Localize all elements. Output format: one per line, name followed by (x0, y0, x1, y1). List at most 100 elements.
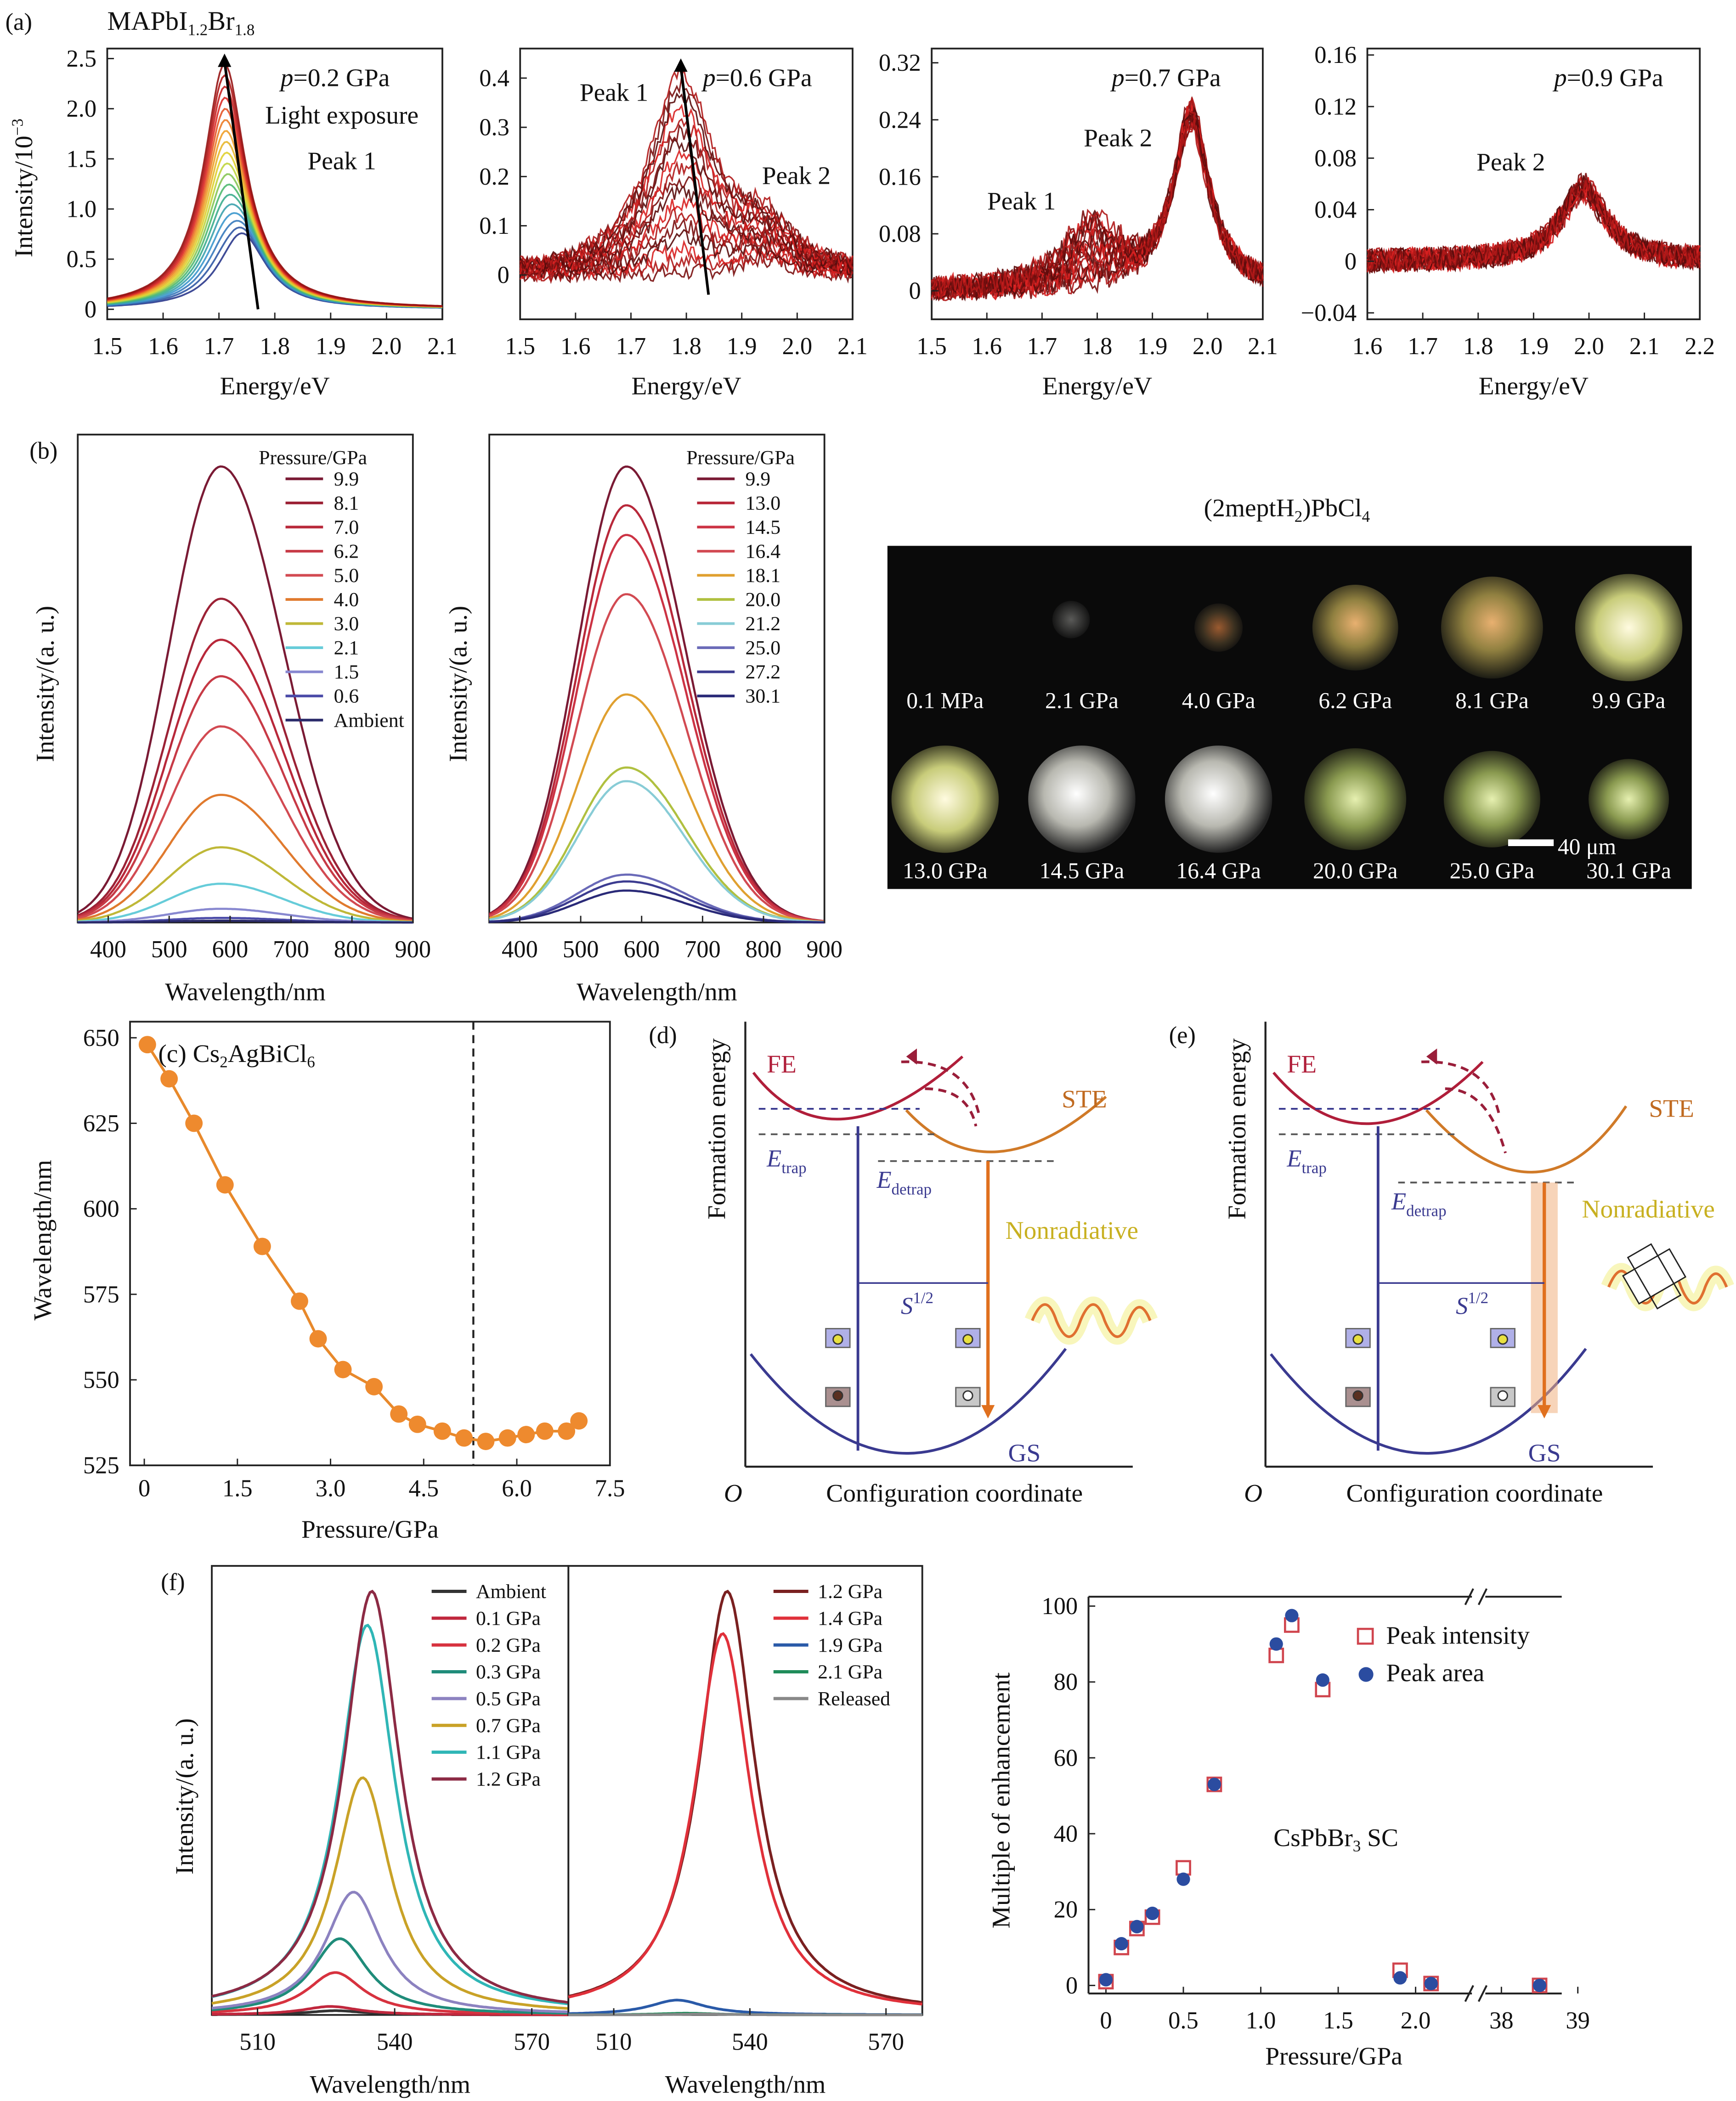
micrograph-label: 13.0 GPa (903, 858, 988, 883)
panel-b-series-0-3 (77, 675, 413, 921)
diagram-trap-arrow (925, 1087, 978, 1127)
diagram-nonradiative-label: Nonradiative (1006, 1216, 1138, 1244)
panel-a-spectrum-1-9 (520, 160, 854, 276)
panel-a-ytick-label: 0 (1345, 248, 1357, 275)
axis-break-mark (1477, 1985, 1488, 2002)
panel-c-point (558, 1422, 576, 1440)
panel-b-series-1-9 (489, 889, 825, 924)
panel-b-legend-label: 6.2 (334, 541, 359, 563)
panel-f-frame-0 (211, 1565, 570, 2016)
panel-f-legend-label: Released (818, 1688, 890, 1710)
micrograph-label: 0.1 MPa (906, 688, 984, 713)
peak-area-point (1114, 1937, 1128, 1951)
panel-f-series-1-2 (568, 1999, 922, 2016)
panel-a-xtick-label: 1.8 (1463, 333, 1493, 360)
panel-f-legend-label: 0.7 GPa (476, 1715, 541, 1737)
panel-f-series-0-5 (211, 1776, 569, 2010)
panel-a-xtick-label: 1.8 (1082, 333, 1113, 360)
panel-a-ytick-label: 0.5 (66, 246, 96, 273)
legend-marker-peak-area (1358, 1667, 1374, 1682)
panel-a-xtick-label: 1.6 (148, 333, 178, 360)
panel-b-series-0-2 (77, 638, 413, 921)
panel-b-legend-label: 20.0 (745, 589, 780, 611)
panel-f-legend-label: 1.4 GPa (818, 1607, 882, 1629)
panel-f-frame-1 (567, 1565, 923, 2016)
panel-a-annotation: Peak 1 (987, 187, 1056, 215)
panel-a-xtick-label: 2.0 (1193, 333, 1223, 360)
panel-f-series-0-4 (211, 1891, 569, 2013)
panel-b-legend-label: 8.1 (334, 492, 359, 514)
panel-c-point (517, 1426, 535, 1444)
panel-f-xtick-label: 510 (596, 2028, 632, 2055)
micrograph-label: 8.1 GPa (1455, 688, 1529, 713)
enhancement-title: CsPbBr3 SC (1273, 1824, 1398, 1855)
enhancement-xtick-label: 0.5 (1168, 2007, 1199, 2034)
enhancement-ytick-label: 60 (1054, 1745, 1078, 1771)
enhancement-xtick-label: 2.0 (1401, 2007, 1431, 2034)
panel-b-series-0-6 (77, 846, 413, 923)
panel-a-xtick-label: 2.0 (1574, 333, 1604, 360)
panel-c-ytick-label: 650 (83, 1025, 119, 1051)
peak-area-point (1269, 1637, 1283, 1651)
panel-a-pressure-title: p=0.9 GPa (1552, 63, 1663, 91)
panel-f-series-1-1 (568, 1632, 923, 2006)
panel-a-ytick-label: 0.32 (879, 50, 921, 76)
panel-b-legend-label: 30.1 (745, 685, 780, 707)
micrograph-crystal (1589, 759, 1669, 840)
diagram-gs-curve (749, 1348, 1067, 1455)
panel-a-arrowhead-0 (218, 53, 232, 67)
panel-c-point (216, 1176, 234, 1194)
panel-c-xtick-label: 3.0 (316, 1475, 346, 1502)
diagram-emission-arrowhead (1538, 1405, 1551, 1419)
micrograph-label: 14.5 GPa (1040, 858, 1125, 883)
enhancement-ytick-label: 0 (1066, 1972, 1078, 1999)
panel-f-plots: Ambient 0.1 GPa 0.2 GPa 0.3 GPa 0.5 GPa 0.7 G… (211, 1565, 923, 2098)
panel-d-diagram: (d) O Configuration coordinate Formation en… (649, 1022, 1158, 1507)
panel-f-legend-label: 1.1 GPa (476, 1741, 541, 1763)
panel-c-point (309, 1330, 327, 1348)
panel-a-annotation: Peak 2 (1084, 124, 1152, 152)
panel-f-legend-label: 0.3 GPa (476, 1661, 541, 1683)
axis-break-mark (1464, 1985, 1474, 2002)
peak-intensity-point (1284, 1617, 1300, 1633)
panel-f-legend-label: 2.1 GPa (818, 1661, 882, 1683)
peak-area-point (1099, 1973, 1113, 1987)
panel-f-series-0-3 (211, 1937, 569, 2015)
panel-f-xtick-label: 510 (239, 2028, 276, 2055)
enhancement-legend-label: Peak area (1386, 1659, 1484, 1687)
panel-b-series-1-2 (489, 534, 825, 923)
panel-c-ytick-label: 575 (83, 1281, 119, 1308)
panel-a-xtick-label: 1.8 (671, 333, 701, 360)
diagram-fe-curve (1272, 1061, 1484, 1125)
panel-b-legend-label: 16.4 (745, 541, 780, 563)
panel-c-xtick-label: 4.5 (408, 1475, 439, 1502)
panel-a-xtick-label: 1.5 (505, 333, 535, 360)
panel-a-xtick-label: 1.5 (916, 333, 947, 360)
enhancement-xtick-label: 39 (1566, 2007, 1590, 2034)
panel-c-ytick-label: 600 (83, 1196, 119, 1222)
micrograph-crystal (1312, 584, 1398, 671)
panel-b-legend-title: Pressure/GPa (686, 446, 795, 469)
diagram-gs-label: GS (1008, 1439, 1040, 1467)
panel-a-spectrum-3-17 (1366, 180, 1701, 273)
panel-b-series-0-7 (78, 882, 413, 924)
panel-c-point (477, 1433, 495, 1451)
enhancement-legend-label: Peak intensity (1386, 1621, 1530, 1649)
micrograph-label: 25.0 GPa (1450, 858, 1535, 883)
panel-f-xtick-label: 570 (514, 2028, 550, 2055)
diagram-xlabel: Configuration coordinate (826, 1479, 1083, 1507)
diagram-panel-label: (d) (649, 1022, 677, 1049)
panel-c-xtick-label: 1.5 (222, 1475, 253, 1502)
panel-f-enhancement-plot: 0 20 40 60 80 100 0 0.5 1.0 1.5 2.0 38 39 Pressure/GP… (1041, 1588, 1590, 2070)
micrograph-crystal (1052, 600, 1090, 638)
panel-b-xtick-label: 800 (746, 936, 782, 963)
panel-c-point (433, 1422, 451, 1440)
panel-b-xtick-label: 400 (90, 936, 126, 963)
micrograph-label: 9.9 GPa (1592, 688, 1666, 713)
peak-area-point (1145, 1906, 1159, 1920)
panel-c-point (185, 1114, 203, 1132)
panel-f-ylabel: Intensity/(a. u.) (170, 1718, 198, 1875)
panel-f-series-0-2 (212, 1971, 569, 2016)
diagram-edetrap-label: Edetrap (876, 1167, 932, 1198)
micrograph-title: (2meptH2)PbCl4 (1204, 494, 1370, 525)
